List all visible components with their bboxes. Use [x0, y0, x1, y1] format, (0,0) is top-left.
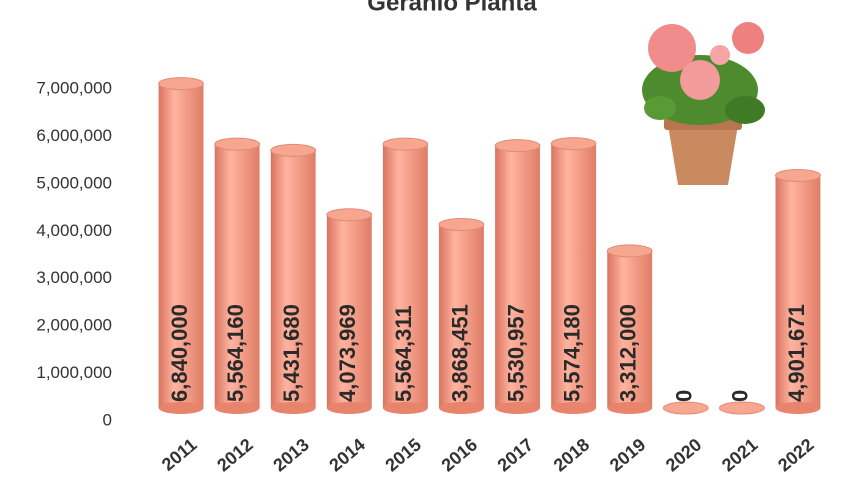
y-tick-label: 5,000,000 [36, 173, 112, 192]
bar-base [775, 402, 821, 414]
bar-base [326, 402, 372, 414]
flower-picture [642, 22, 765, 185]
bar [158, 83, 204, 409]
bar-top [438, 218, 485, 232]
value-label: 5,530,957 [503, 304, 528, 402]
y-tick-label: 4,000,000 [36, 221, 112, 240]
bar [495, 145, 540, 408]
y-tick-label: 0 [103, 410, 112, 429]
value-label: 4,073,969 [335, 304, 360, 402]
y-tick-label: 6,000,000 [36, 126, 112, 145]
x-tick-label: 2018 [550, 434, 594, 475]
x-tick-label: 2016 [438, 434, 482, 475]
bar [551, 143, 597, 408]
value-label: 0 [672, 390, 697, 402]
bar-base [214, 402, 260, 414]
value-label: 0 [728, 390, 753, 402]
bar-top [718, 401, 765, 415]
value-label: 6,840,000 [167, 304, 192, 402]
bar-top [606, 244, 653, 258]
bar [382, 144, 428, 408]
value-label: 5,431,680 [279, 304, 304, 402]
x-tick-label: 2015 [381, 434, 425, 475]
y-tick-label: 3,000,000 [36, 268, 112, 287]
bar-top [382, 137, 429, 151]
chart-title: Geranio Planta [367, 0, 537, 16]
x-tick-label: 2021 [718, 434, 762, 475]
value-label: 5,564,311 [391, 305, 416, 402]
bar [326, 214, 372, 408]
bar-base [495, 402, 540, 414]
x-tick-label: 2022 [774, 434, 818, 475]
bar-base [158, 402, 204, 414]
bar-base [382, 402, 428, 414]
x-tick-label: 2011 [158, 434, 201, 474]
y-tick-label: 2,000,000 [36, 316, 112, 335]
x-tick-label: 2017 [494, 434, 538, 475]
x-tick-label: 2012 [213, 434, 257, 475]
y-tick-label: 7,000,000 [36, 78, 112, 97]
bar-base [270, 402, 316, 414]
bar-base [439, 402, 484, 414]
bar-top [270, 143, 317, 157]
x-tick-label: 2013 [269, 434, 313, 475]
x-tick-label: 2019 [606, 434, 650, 475]
y-tick-label: 1,000,000 [36, 363, 112, 382]
bar-top [662, 401, 709, 415]
bar [439, 224, 484, 408]
bar-top [214, 137, 261, 151]
bar-top [326, 208, 373, 222]
value-label: 3,312,000 [616, 304, 641, 402]
value-label: 5,564,160 [223, 304, 248, 402]
bar-top [775, 169, 821, 183]
bar [775, 175, 821, 408]
value-label: 3,868,451 [447, 304, 472, 402]
bar-top [550, 137, 597, 151]
value-label: 5,574,180 [559, 304, 584, 402]
bar-base [607, 402, 653, 414]
x-tick-label: 2020 [662, 434, 706, 475]
bar-base [551, 402, 597, 414]
x-tick-label: 2014 [325, 434, 369, 475]
value-label: 4,901,671 [784, 304, 809, 402]
bar-top [494, 139, 541, 153]
bar [214, 144, 260, 408]
bar [270, 150, 316, 408]
bar [607, 250, 653, 408]
bar-top [158, 77, 204, 91]
